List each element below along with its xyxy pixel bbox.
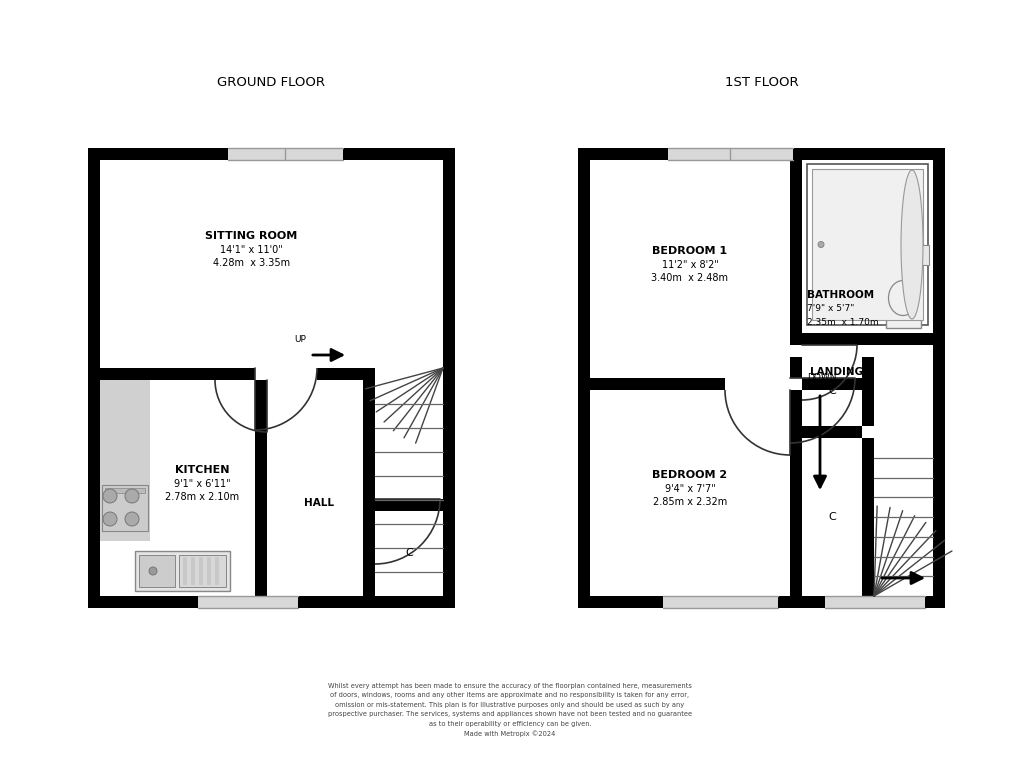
Bar [667, 148, 792, 160]
Text: 4.28m  x 3.35m: 4.28m x 3.35m [213, 258, 289, 268]
Bar [139, 555, 175, 587]
Bar [861, 357, 873, 426]
Bar [790, 390, 801, 596]
Text: 2.35m  x 1.70m: 2.35m x 1.70m [806, 319, 877, 328]
Bar [105, 488, 145, 493]
Bar [578, 148, 944, 608]
Text: 9'1" x 6'11": 9'1" x 6'11" [174, 479, 230, 489]
Bar [932, 148, 944, 608]
Text: SITTING ROOM: SITTING ROOM [205, 231, 298, 241]
Text: 11'2" x 8'2": 11'2" x 8'2" [661, 260, 717, 270]
Text: 3.40m  x 2.48m: 3.40m x 2.48m [651, 273, 728, 283]
Bar [363, 368, 375, 596]
Bar [199, 557, 203, 585]
Text: C: C [405, 549, 413, 559]
Text: BEDROOM 1: BEDROOM 1 [652, 246, 727, 256]
Circle shape [149, 567, 157, 575]
Bar [824, 596, 924, 608]
Bar [578, 148, 589, 608]
Text: UP: UP [293, 335, 306, 344]
Bar [886, 278, 920, 328]
Bar [317, 368, 363, 380]
Text: C: C [827, 512, 835, 522]
Circle shape [103, 489, 117, 503]
Bar [215, 557, 219, 585]
Bar [790, 357, 801, 378]
Bar [578, 596, 944, 608]
Bar [801, 378, 861, 390]
Bar [100, 368, 255, 380]
Bar [811, 169, 922, 320]
Text: Whilst every attempt has been made to ensure the accuracy of the floorplan conta: Whilst every attempt has been made to en… [328, 683, 691, 738]
Bar [178, 555, 226, 587]
Text: LANDING: LANDING [810, 367, 863, 377]
Bar [442, 148, 454, 608]
Text: KITCHEN: KITCHEN [175, 465, 229, 475]
Bar [801, 333, 932, 345]
Bar [910, 245, 928, 265]
Bar [88, 148, 454, 160]
Circle shape [125, 512, 139, 526]
Circle shape [103, 512, 117, 526]
Text: BATHROOM: BATHROOM [806, 290, 873, 300]
Text: 1ST FLOOR: 1ST FLOOR [723, 75, 798, 88]
Bar [375, 499, 442, 511]
Bar [102, 485, 148, 531]
Bar [207, 557, 211, 585]
Circle shape [125, 489, 139, 503]
Bar [88, 148, 100, 608]
Text: HALL: HALL [304, 498, 333, 508]
Text: 2.78m x 2.10m: 2.78m x 2.10m [165, 492, 239, 502]
Text: BEDROOM 2: BEDROOM 2 [652, 470, 727, 480]
Text: DOWN: DOWN [806, 373, 836, 382]
Bar [255, 380, 267, 596]
Text: 14'1" x 11'0": 14'1" x 11'0" [220, 245, 282, 255]
Bar [662, 596, 777, 608]
Bar [806, 164, 927, 325]
Ellipse shape [900, 170, 922, 319]
Bar [228, 148, 342, 160]
Bar [100, 380, 150, 541]
Text: 2.85m x 2.32m: 2.85m x 2.32m [652, 497, 727, 507]
Bar [589, 378, 725, 390]
Bar [182, 557, 186, 585]
Text: 9'4" x 7'7": 9'4" x 7'7" [664, 484, 714, 494]
Bar [88, 148, 454, 608]
Text: 7'9" x 5'7": 7'9" x 5'7" [806, 305, 854, 313]
Bar [88, 596, 454, 608]
Bar [790, 160, 801, 345]
Bar [578, 148, 944, 160]
Bar [801, 426, 861, 438]
Bar [191, 557, 195, 585]
Circle shape [817, 242, 823, 248]
Bar [198, 596, 298, 608]
Text: GROUND FLOOR: GROUND FLOOR [217, 75, 325, 88]
Bar [135, 551, 229, 591]
Text: C: C [827, 386, 835, 396]
Bar [861, 438, 873, 596]
